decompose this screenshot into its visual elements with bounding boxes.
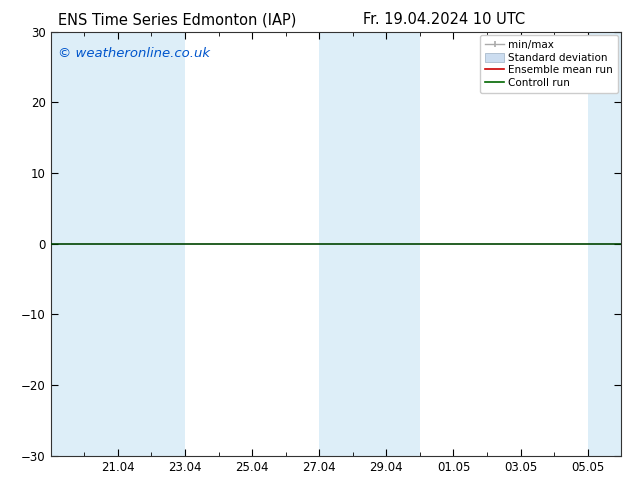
Legend: min/max, Standard deviation, Ensemble mean run, Controll run: min/max, Standard deviation, Ensemble me… xyxy=(480,35,618,93)
Bar xyxy=(152,32,185,456)
Text: ENS Time Series Edmonton (IAP): ENS Time Series Edmonton (IAP) xyxy=(58,12,297,27)
Bar xyxy=(51,32,152,456)
Text: Fr. 19.04.2024 10 UTC: Fr. 19.04.2024 10 UTC xyxy=(363,12,525,27)
Bar xyxy=(320,32,386,456)
Bar xyxy=(588,32,621,456)
Text: © weatheronline.co.uk: © weatheronline.co.uk xyxy=(58,47,210,60)
Bar xyxy=(386,32,420,456)
